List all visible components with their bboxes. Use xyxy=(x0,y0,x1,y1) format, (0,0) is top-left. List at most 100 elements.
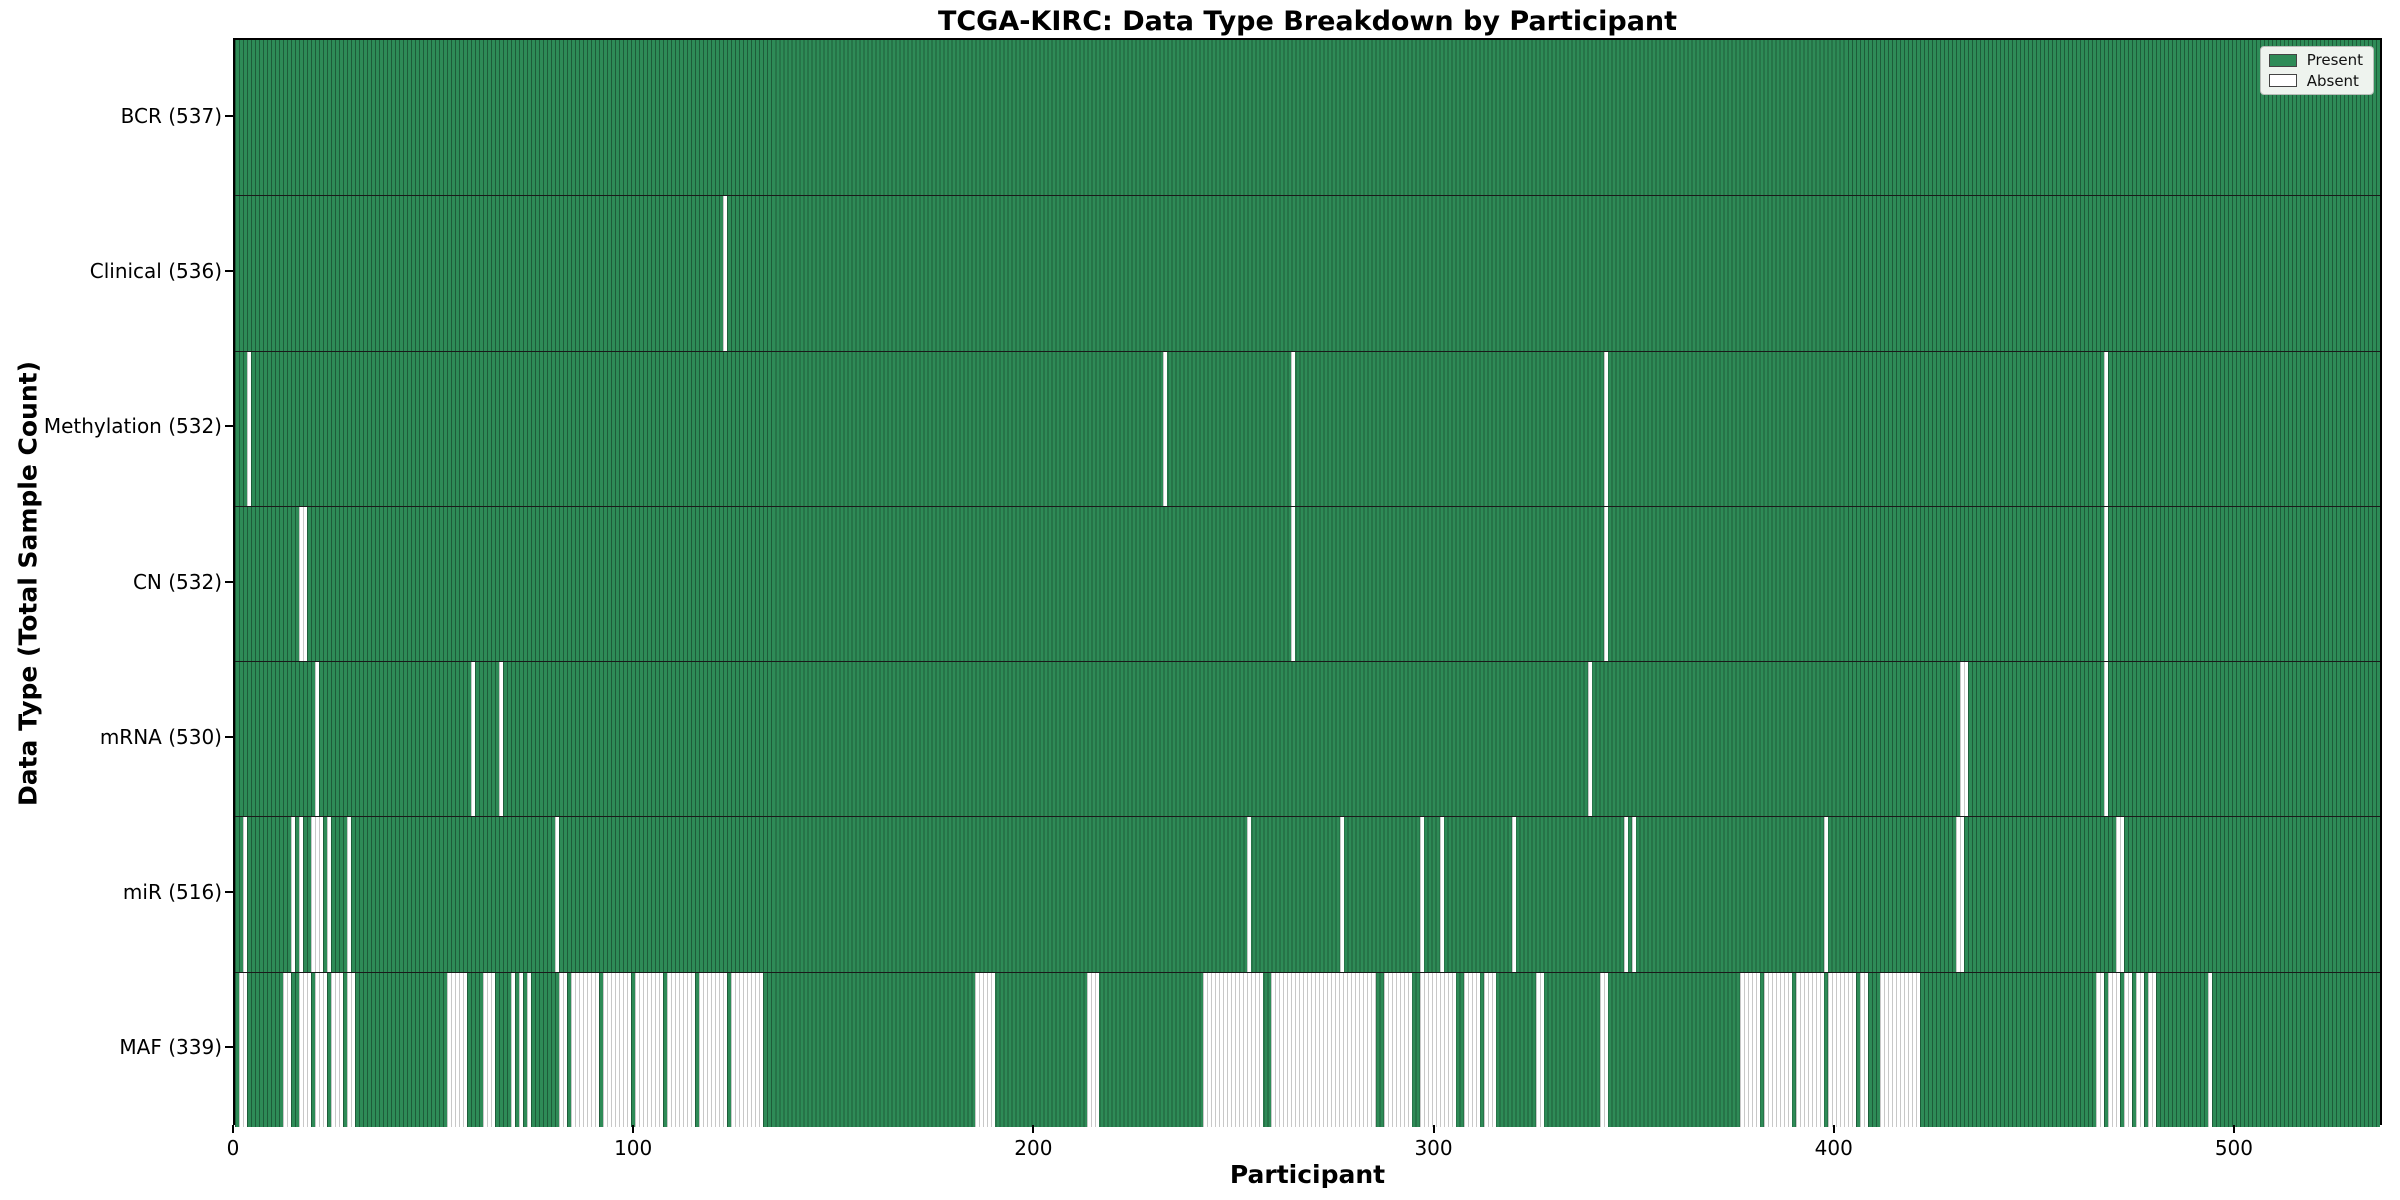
ytick-label-methylation: Methylation (532) xyxy=(43,414,222,439)
absent-gap xyxy=(1823,816,1828,972)
absent-gap xyxy=(519,971,524,1127)
absent-gap xyxy=(1463,971,1480,1127)
ytick-mark xyxy=(225,891,233,894)
absent-gap xyxy=(299,971,312,1127)
absent-gap xyxy=(1631,816,1636,972)
row-band-mir xyxy=(235,816,2380,972)
absent-gap xyxy=(2135,971,2144,1127)
absent-gap xyxy=(2103,661,2108,817)
xtick-mark xyxy=(232,1125,234,1133)
ytick-label-cn: CN (532) xyxy=(132,569,222,594)
absent-gap xyxy=(1859,971,1868,1127)
ytick-mark xyxy=(225,269,233,272)
absent-gap xyxy=(667,971,696,1127)
row-separator xyxy=(235,661,2380,663)
row-separator xyxy=(235,816,2380,818)
absent-gap xyxy=(635,971,664,1127)
absent-gap xyxy=(1271,971,1376,1127)
xtick-mark xyxy=(2232,1125,2235,1133)
absent-gap xyxy=(471,661,476,817)
absent-gap xyxy=(603,971,632,1127)
legend-entry-present: Present xyxy=(2268,52,2363,69)
absent-swatch xyxy=(2268,74,2297,88)
absent-gap xyxy=(2103,505,2108,662)
ytick-label-bcr: BCR (537) xyxy=(120,103,222,128)
absent-gap xyxy=(315,971,328,1127)
ytick-mark xyxy=(225,1046,233,1049)
absent-gap xyxy=(2103,350,2108,506)
absent-gap xyxy=(499,661,504,817)
xtick-label-400: 400 xyxy=(1814,1136,1853,1160)
absent-gap xyxy=(1419,971,1456,1127)
absent-gap xyxy=(243,816,247,972)
x-axis-label: Participant xyxy=(1229,1160,1386,1189)
absent-gap xyxy=(247,350,251,506)
ytick-label-maf: MAF (339) xyxy=(119,1035,222,1060)
absent-gap xyxy=(1587,661,1592,817)
xtick-mark xyxy=(632,1125,635,1133)
absent-gap xyxy=(1795,971,1824,1127)
xtick-mark xyxy=(1032,1125,1035,1133)
row-band-clinical xyxy=(235,195,2380,351)
absent-gap xyxy=(1247,816,1252,972)
ytick-label-clinical: Clinical (536) xyxy=(89,258,222,283)
absent-gap xyxy=(1763,971,1792,1127)
absent-gap xyxy=(731,971,764,1127)
absent-gap xyxy=(1959,661,1968,817)
present-swatch xyxy=(2268,53,2297,67)
ytick-mark xyxy=(225,425,233,428)
absent-gap xyxy=(347,971,356,1127)
absent-gap xyxy=(291,816,296,972)
ytick-label-mrna: mRNA (530) xyxy=(99,724,222,749)
absent-gap xyxy=(2123,971,2132,1127)
absent-gap xyxy=(447,971,468,1127)
absent-gap xyxy=(1383,971,1412,1127)
absent-gap xyxy=(1511,816,1516,972)
xtick-label-100: 100 xyxy=(614,1136,653,1160)
absent-gap xyxy=(699,971,728,1127)
absent-gap xyxy=(511,971,516,1127)
absent-gap xyxy=(331,971,344,1127)
absent-gap xyxy=(239,971,247,1127)
absent-gap xyxy=(555,816,560,972)
absent-gap xyxy=(571,971,600,1127)
absent-gap xyxy=(1955,816,1964,972)
absent-gap xyxy=(2107,971,2120,1127)
absent-gap xyxy=(1879,971,1920,1127)
absent-gap xyxy=(1535,971,1544,1127)
xtick-mark xyxy=(1832,1125,1835,1133)
absent-gap xyxy=(347,816,352,972)
absent-gap xyxy=(1203,971,1264,1127)
absent-gap xyxy=(1439,816,1444,972)
absent-gap xyxy=(1419,816,1424,972)
ytick-mark xyxy=(225,114,233,117)
absent-gap xyxy=(723,195,728,351)
absent-gap xyxy=(2115,816,2124,972)
plot-area: Present Absent xyxy=(233,38,2382,1127)
absent-gap xyxy=(2095,971,2104,1127)
absent-gap xyxy=(1291,350,1296,506)
absent-gap xyxy=(1163,350,1168,506)
absent-gap xyxy=(299,505,308,662)
absent-gap xyxy=(2207,971,2212,1127)
row-band-bcr xyxy=(235,40,2380,196)
absent-gap xyxy=(1291,505,1296,662)
legend-entry-absent: Absent xyxy=(2268,71,2363,90)
row-band-methylation xyxy=(235,350,2380,506)
row-separator xyxy=(235,971,2380,973)
ytick-label-mir: miR (516) xyxy=(122,880,222,905)
absent-gap xyxy=(1339,816,1344,972)
row-band-maf xyxy=(235,971,2380,1127)
absent-gap xyxy=(527,971,532,1127)
ytick-mark xyxy=(225,580,233,583)
row-separator xyxy=(235,195,2380,197)
absent-gap xyxy=(1483,971,1496,1127)
xtick-label-200: 200 xyxy=(1014,1136,1053,1160)
absent-gap xyxy=(1827,971,1856,1127)
row-separator xyxy=(235,505,2380,507)
legend-label-absent: Absent xyxy=(2306,71,2359,90)
xtick-label-0: 0 xyxy=(226,1136,240,1160)
row-separator xyxy=(235,350,2380,352)
absent-gap xyxy=(1739,971,1760,1127)
